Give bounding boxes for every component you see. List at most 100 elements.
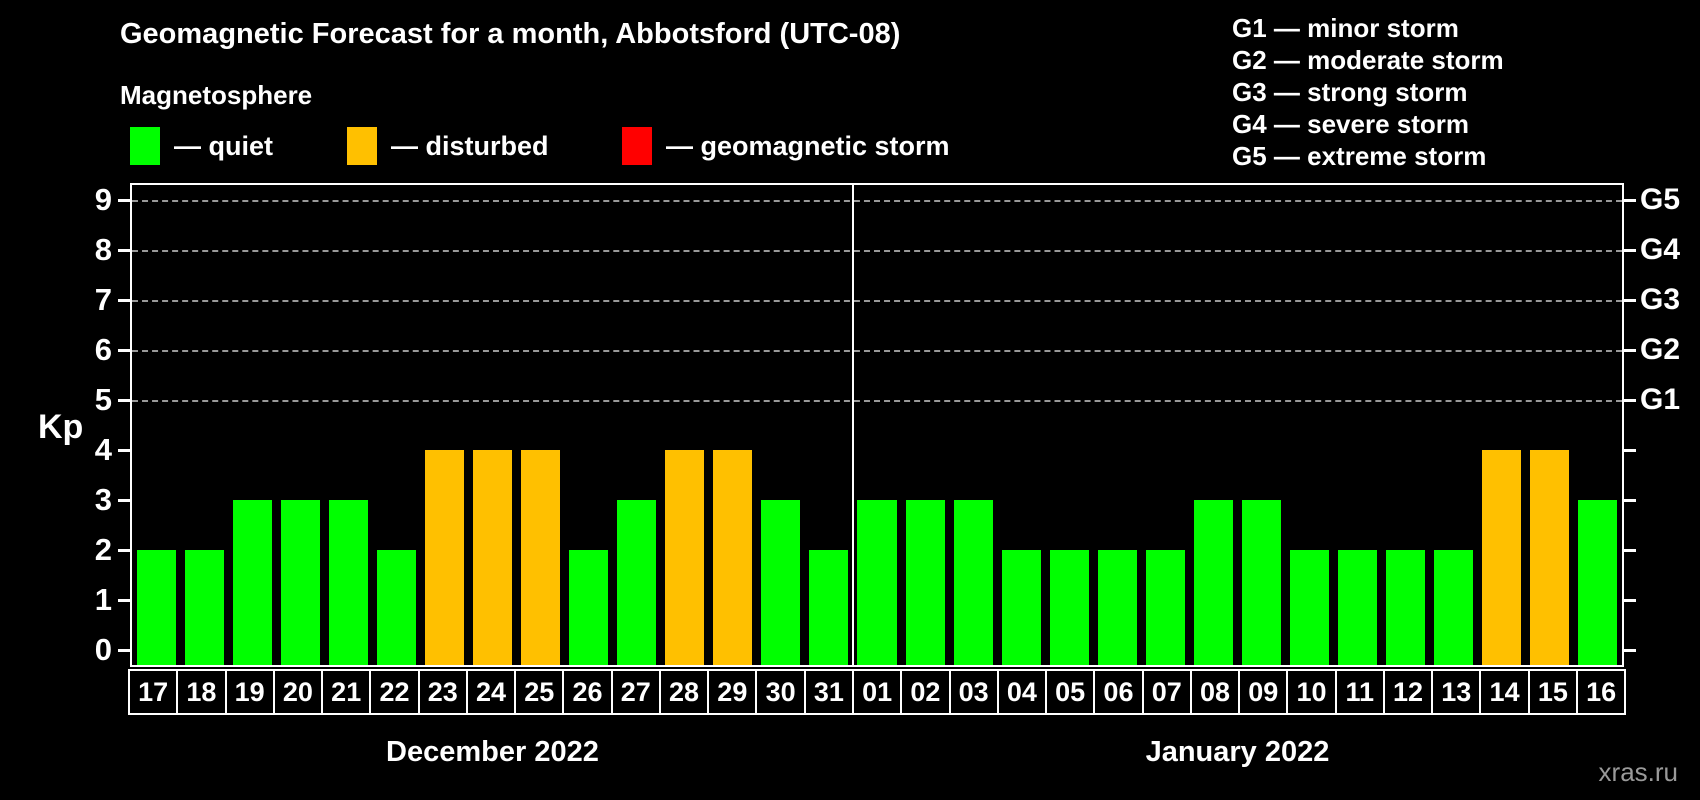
day-cell-27: 27 [610, 669, 661, 715]
left-axis-tick [118, 249, 130, 252]
kp-bar-day-16 [1578, 500, 1618, 665]
day-cell-19: 19 [224, 669, 275, 715]
g-axis-label-g2: G2 [1640, 333, 1681, 366]
day-cell-05: 05 [1045, 669, 1096, 715]
kp-bar-day-08 [1193, 500, 1233, 665]
day-cell-12: 12 [1382, 669, 1434, 715]
g-axis-label-g4: G4 [1640, 233, 1681, 266]
ytick-label: 3 [94, 482, 112, 517]
legend-item-storm: — geomagnetic storm [622, 126, 950, 166]
kp-bar-day-12 [1386, 550, 1426, 665]
right-axis-tick [1624, 499, 1636, 502]
gridline-kp8 [132, 250, 1622, 252]
legend-label-quiet: — quiet [174, 130, 273, 161]
g-scale-legend: G1 — minor storm G2 — moderate storm G3 — … [1232, 12, 1504, 172]
storm-color-swatch [622, 127, 652, 165]
right-axis-tick [1624, 249, 1636, 252]
kp-bar-day-31 [809, 550, 849, 665]
g-legend-line: G3 — strong storm [1232, 77, 1468, 107]
ytick-label: 2 [94, 532, 112, 567]
day-cell-29: 29 [707, 669, 758, 715]
right-axis-tick [1624, 649, 1636, 652]
day-cell-10: 10 [1286, 669, 1337, 715]
kp-bar-day-07 [1145, 550, 1185, 665]
day-cell-22: 22 [369, 669, 420, 715]
kp-bar-day-26 [569, 550, 609, 665]
day-cell-25: 25 [514, 669, 565, 715]
day-cell-21: 21 [321, 669, 372, 715]
right-axis-tick [1624, 399, 1636, 402]
month-label: December 2022 [386, 736, 599, 768]
kp-bar-day-05 [1049, 550, 1089, 665]
day-cell-15: 15 [1527, 669, 1578, 715]
kp-bar-day-24 [472, 450, 512, 665]
gridline-kp7 [132, 300, 1622, 302]
day-cell-26: 26 [562, 669, 613, 715]
day-cell-28: 28 [658, 669, 710, 715]
legend-item-quiet: — quiet [130, 126, 273, 166]
day-cell-30: 30 [755, 669, 806, 715]
kp-bar-day-30 [761, 500, 801, 665]
right-axis-tick [1624, 449, 1636, 452]
gridline-kp9 [132, 200, 1622, 202]
ytick-label: 4 [94, 432, 112, 467]
ytick-label: 8 [94, 232, 112, 267]
day-cell-20: 20 [272, 669, 324, 715]
g-axis-label-g5: G5 [1640, 183, 1681, 216]
day-cell-08: 08 [1189, 669, 1241, 715]
day-cell-07: 07 [1141, 669, 1192, 715]
g-legend-line: G1 — minor storm [1232, 13, 1459, 43]
disturbed-color-swatch [347, 127, 377, 165]
page-title: Geomagnetic Forecast for a month, Abbots… [120, 18, 901, 50]
kp-bar-day-03 [953, 500, 993, 665]
kp-bar-day-06 [1097, 550, 1137, 665]
kp-bar-day-20 [280, 500, 320, 665]
ytick-label: 6 [94, 332, 112, 367]
day-cell-14: 14 [1479, 669, 1530, 715]
right-axis-tick [1624, 299, 1636, 302]
left-axis-tick [118, 349, 130, 352]
ytick-label: 1 [94, 582, 112, 617]
legend-item-disturbed: — disturbed [347, 126, 549, 166]
day-cell-02: 02 [900, 669, 951, 715]
kp-bar-day-11 [1338, 550, 1378, 665]
month-divider [851, 185, 854, 665]
g-legend-line: G5 — extreme storm [1232, 141, 1487, 171]
y-axis-label: Kp [38, 408, 84, 446]
left-axis-tick [118, 449, 130, 452]
kp-bar-day-13 [1434, 550, 1474, 665]
watermark: xras.ru [1598, 757, 1678, 787]
left-axis-tick [118, 299, 130, 302]
day-cell-01: 01 [851, 669, 903, 715]
left-axis-tick [118, 499, 130, 502]
kp-bar-day-02 [905, 500, 945, 665]
day-cell-11: 11 [1334, 669, 1385, 715]
kp-bar-day-27 [617, 500, 657, 665]
g-legend-line: G2 — moderate storm [1232, 45, 1504, 75]
kp-bar-day-10 [1290, 550, 1330, 665]
legend-label-disturbed: — disturbed [391, 130, 549, 161]
day-cell-04: 04 [996, 669, 1048, 715]
kp-bar-day-22 [376, 550, 416, 665]
magnetosphere-label: Magnetosphere [120, 80, 313, 110]
left-axis-tick [118, 649, 130, 652]
left-axis-tick [118, 599, 130, 602]
left-axis-tick [118, 399, 130, 402]
legend-label-storm: — geomagnetic storm [666, 130, 950, 161]
quiet-color-swatch [130, 127, 160, 165]
day-cell-23: 23 [417, 669, 468, 715]
kp-bar-day-14 [1482, 450, 1522, 665]
day-cell-13: 13 [1431, 669, 1482, 715]
day-axis-row: 17 18 19 20 21 22 23 24 25 26 27 28 29 30 31 01 02 03 04 05… [128, 669, 1627, 715]
g-axis-label-g3: G3 [1640, 283, 1681, 316]
ytick-label: 0 [94, 632, 112, 667]
right-axis-tick [1624, 549, 1636, 552]
kp-bar-day-15 [1530, 450, 1570, 665]
day-cell-18: 18 [176, 669, 227, 715]
kp-bar-day-25 [521, 450, 561, 665]
left-axis-tick [118, 549, 130, 552]
ytick-label: 7 [94, 282, 112, 317]
kp-bar-day-09 [1241, 500, 1282, 665]
kp-bar-day-23 [424, 450, 464, 665]
